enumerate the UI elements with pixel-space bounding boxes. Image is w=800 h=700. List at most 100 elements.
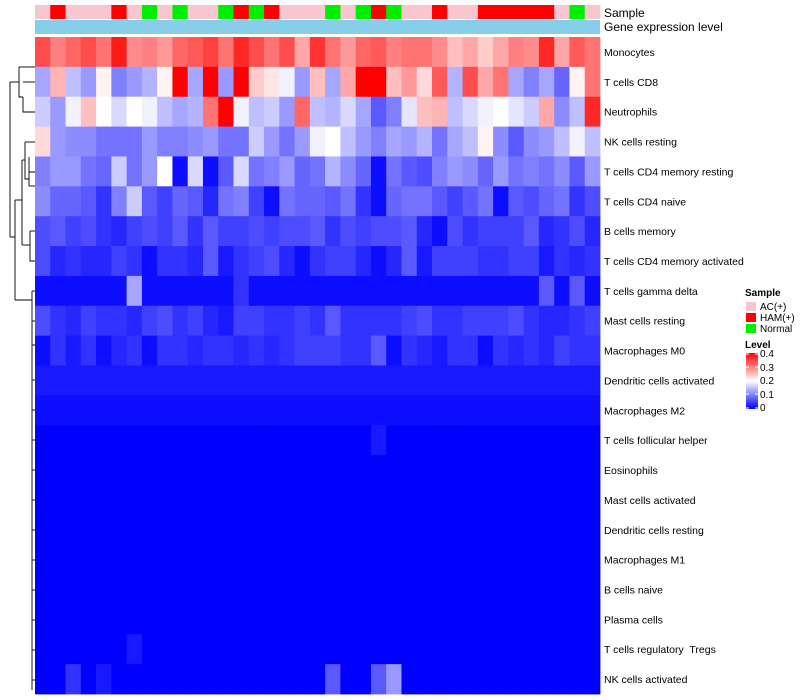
heatmap-cell xyxy=(508,574,525,605)
heatmap-cell xyxy=(111,66,128,98)
heatmap-cell xyxy=(462,156,479,187)
heatmap-cell xyxy=(325,275,341,307)
heatmap-cell xyxy=(96,305,112,337)
heatmap-cell xyxy=(508,664,525,695)
heatmap-cell xyxy=(218,335,234,366)
heatmap-cell xyxy=(584,186,601,217)
heatmap-cell xyxy=(126,246,143,277)
heatmap-cell xyxy=(65,186,82,217)
heatmap-cell xyxy=(264,425,280,456)
heatmap-cell xyxy=(50,66,66,98)
heatmap-cell xyxy=(65,275,82,307)
heatmap-cell xyxy=(401,455,418,486)
heatmap-cell xyxy=(233,455,250,486)
heatmap-cell xyxy=(96,37,112,68)
heatmap-cell xyxy=(294,246,311,277)
heatmap-cell xyxy=(218,216,234,247)
heatmap-cell xyxy=(96,96,112,127)
heatmap-cell xyxy=(202,156,219,187)
heatmap-cell xyxy=(309,484,326,516)
heatmap-cell xyxy=(248,126,265,157)
heatmap-cell xyxy=(355,335,372,366)
sample-annotation-cell xyxy=(416,5,433,19)
heatmap-cell xyxy=(554,514,570,546)
sample-annotation-cell xyxy=(340,5,357,19)
heatmap-cell xyxy=(569,216,586,247)
heatmap-cell xyxy=(218,365,234,396)
heatmap-cell xyxy=(477,365,494,396)
heatmap-cell xyxy=(355,425,372,456)
heatmap-cell xyxy=(554,335,570,366)
heatmap-cell xyxy=(554,156,570,187)
heatmap-cell xyxy=(370,425,387,456)
heatmap-cell xyxy=(35,604,51,635)
heatmap-cell xyxy=(248,574,265,605)
heatmap-cell xyxy=(370,186,387,217)
heatmap-cell xyxy=(126,604,143,635)
row-label: T cells CD4 naive xyxy=(604,196,686,208)
heatmap-cell xyxy=(493,275,509,307)
heatmap-cell xyxy=(218,96,234,127)
heatmap-cell xyxy=(569,66,586,98)
heatmap-cell xyxy=(35,484,51,516)
heatmap-cell xyxy=(279,634,295,665)
heatmap-cell xyxy=(35,544,51,575)
legend-swatch-ham xyxy=(746,313,756,322)
sample-annotation-cell xyxy=(569,5,586,19)
heatmap-cell xyxy=(172,246,189,277)
heatmap-cell xyxy=(141,37,158,68)
heatmap-cell xyxy=(340,66,357,98)
heatmap-cell xyxy=(264,395,280,426)
heatmap-cell xyxy=(50,604,66,635)
sample-annotation-cell xyxy=(447,5,463,19)
heatmap-cell xyxy=(279,275,295,307)
row-label: T cells regulatory Tregs xyxy=(604,644,716,656)
heatmap-cell xyxy=(96,544,112,575)
heatmap-cell xyxy=(386,604,402,635)
heatmap-cell xyxy=(279,664,295,695)
heatmap-cell xyxy=(432,604,448,635)
heatmap-cell xyxy=(523,305,540,337)
heatmap-cell xyxy=(264,604,280,635)
heatmap-cell xyxy=(416,574,433,605)
heatmap-cell xyxy=(309,455,326,486)
heatmap-cell xyxy=(279,216,295,247)
heatmap-cell xyxy=(233,664,250,695)
heatmap-cell xyxy=(416,305,433,337)
heatmap-cell xyxy=(538,96,555,127)
heatmap-cell xyxy=(309,634,326,665)
heatmap-cell xyxy=(309,186,326,217)
heatmap-cell xyxy=(508,484,525,516)
sample-annotation-cell xyxy=(157,5,173,19)
heatmap-cell xyxy=(309,335,326,366)
heatmap-cell xyxy=(233,634,250,665)
heatmap-cell xyxy=(141,634,158,665)
heatmap-cell xyxy=(401,186,418,217)
heatmap-cell xyxy=(126,514,143,546)
heatmap-cell xyxy=(157,425,173,456)
heatmap-cell xyxy=(248,275,265,307)
heatmap-cell xyxy=(584,216,601,247)
heatmap-cell xyxy=(172,216,189,247)
heatmap-cell xyxy=(294,126,311,157)
heatmap-cell xyxy=(141,275,158,307)
heatmap-cell xyxy=(279,455,295,486)
heatmap-cell xyxy=(279,574,295,605)
heatmap-cell xyxy=(218,514,234,546)
heatmap-cell xyxy=(554,604,570,635)
heatmap-cell xyxy=(493,156,509,187)
heatmap-cell xyxy=(416,66,433,98)
heatmap-cell xyxy=(50,96,66,127)
sample-annotation-cell xyxy=(325,5,341,19)
heatmap-cell xyxy=(569,574,586,605)
heatmap-cell xyxy=(80,156,97,187)
heatmap-cell xyxy=(65,514,82,546)
heatmap-cell xyxy=(355,604,372,635)
heatmap-cell xyxy=(187,395,204,426)
heatmap-cell xyxy=(325,156,341,187)
heatmap-cell xyxy=(172,126,189,157)
heatmap-cell xyxy=(279,395,295,426)
heatmap-cell xyxy=(157,514,173,546)
heatmap-cell xyxy=(340,365,357,396)
heatmap-cell xyxy=(462,126,479,157)
